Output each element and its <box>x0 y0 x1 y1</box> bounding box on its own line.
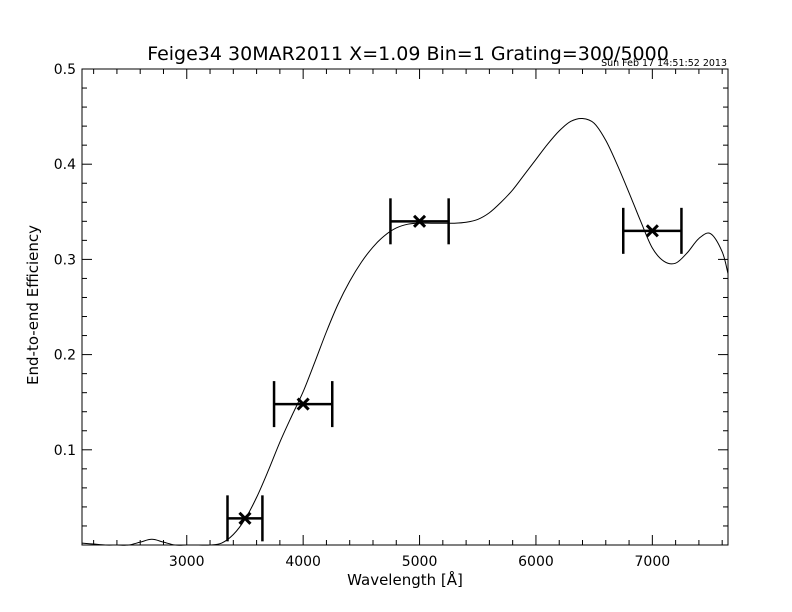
data-point-marker <box>645 224 659 238</box>
y-tick-label: 0.2 <box>54 348 76 364</box>
axis-ticks <box>82 68 728 545</box>
y-tick-label: 0.4 <box>54 157 76 173</box>
x-tick-label: 5000 <box>402 554 438 570</box>
x-tick-label: 4000 <box>285 554 321 570</box>
x-tick-label: 3000 <box>169 554 205 570</box>
y-axis-label: End-to-end Efficiency <box>24 225 42 385</box>
data-point-marker <box>412 214 427 228</box>
axis-tick-labels: 3000 4000 5000 6000 7000 0.1 0.2 0.3 0.4 0.5 <box>54 62 670 570</box>
x-tick-label: 6000 <box>518 554 554 570</box>
y-tick-label: 0.3 <box>54 252 76 268</box>
plot-frame <box>81 68 729 546</box>
x-axis-label: Wavelength [Å] <box>347 570 463 589</box>
timestamp-label: Sun Feb 17 14:51:52 2013 <box>601 58 727 69</box>
y-tick-label: 0.1 <box>54 443 76 459</box>
x-tick-label: 7000 <box>635 554 671 570</box>
y-tick-label: 0.5 <box>54 62 76 78</box>
data-point-marker <box>238 511 252 525</box>
data-point-marker <box>296 397 310 411</box>
measured-points <box>226 198 683 542</box>
efficiency-curve <box>81 117 729 546</box>
chart-title: Feige34 30MAR2011 X=1.09 Bin=1 Grating=3… <box>147 43 669 65</box>
